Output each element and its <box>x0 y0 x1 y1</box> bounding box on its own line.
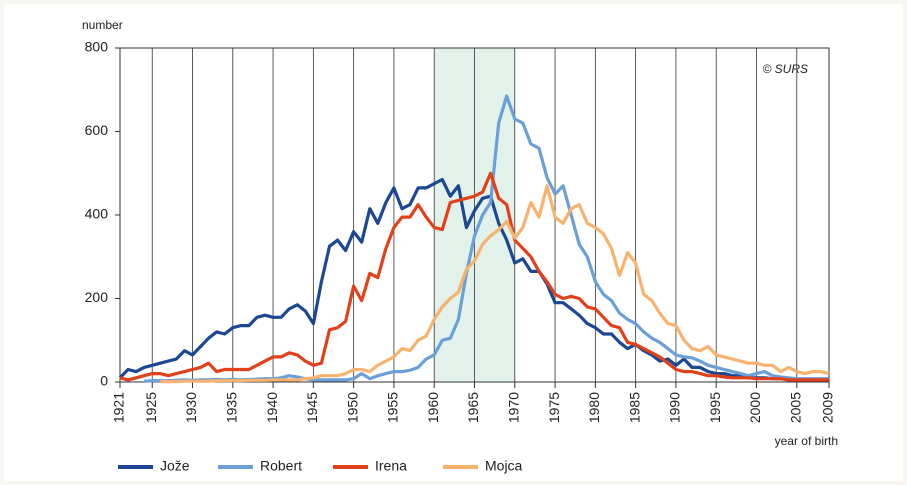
x-tick-label: 2000 <box>747 392 763 423</box>
x-tick-label: 1930 <box>183 392 199 423</box>
y-tick-label: 600 <box>85 122 109 138</box>
x-tick-label: 1985 <box>626 392 642 423</box>
annotation: © SURS <box>762 62 808 76</box>
x-tick-label: 1960 <box>425 392 441 423</box>
y-axis-label: number <box>82 18 123 32</box>
x-axis-label: year of birth <box>775 434 838 448</box>
series-line <box>119 171 829 382</box>
legend-label: Irena <box>375 458 407 474</box>
x-tick-label: 1940 <box>264 392 280 423</box>
x-tick-label: 1995 <box>707 392 723 423</box>
series-line <box>160 184 830 384</box>
x-tick-label: 1970 <box>505 392 521 423</box>
x-tick-label: 1935 <box>223 392 239 423</box>
x-tick-label: 1990 <box>667 392 683 423</box>
x-tick-label: 1955 <box>385 392 401 423</box>
x-tick-label: 2009 <box>820 392 836 423</box>
legend-label: Jože <box>160 458 190 474</box>
x-tick-label: 2005 <box>787 392 803 423</box>
x-tick-label: 1965 <box>465 392 481 423</box>
x-tick-label: 1925 <box>143 392 159 423</box>
x-tick-label: 1950 <box>344 392 360 423</box>
y-tick-label: 0 <box>100 373 108 389</box>
x-tick-label: 1980 <box>586 392 602 423</box>
series-line <box>118 177 829 382</box>
x-tick-label: 1975 <box>546 392 562 423</box>
y-tick-label: 400 <box>85 206 109 222</box>
x-tick-label: 1945 <box>304 392 320 423</box>
y-tick-label: 800 <box>85 39 109 55</box>
legend-label: Robert <box>260 458 302 474</box>
y-tick-label: 200 <box>85 289 109 305</box>
legend-label: Mojca <box>485 458 523 474</box>
x-tick-label: 1921 <box>111 392 127 423</box>
